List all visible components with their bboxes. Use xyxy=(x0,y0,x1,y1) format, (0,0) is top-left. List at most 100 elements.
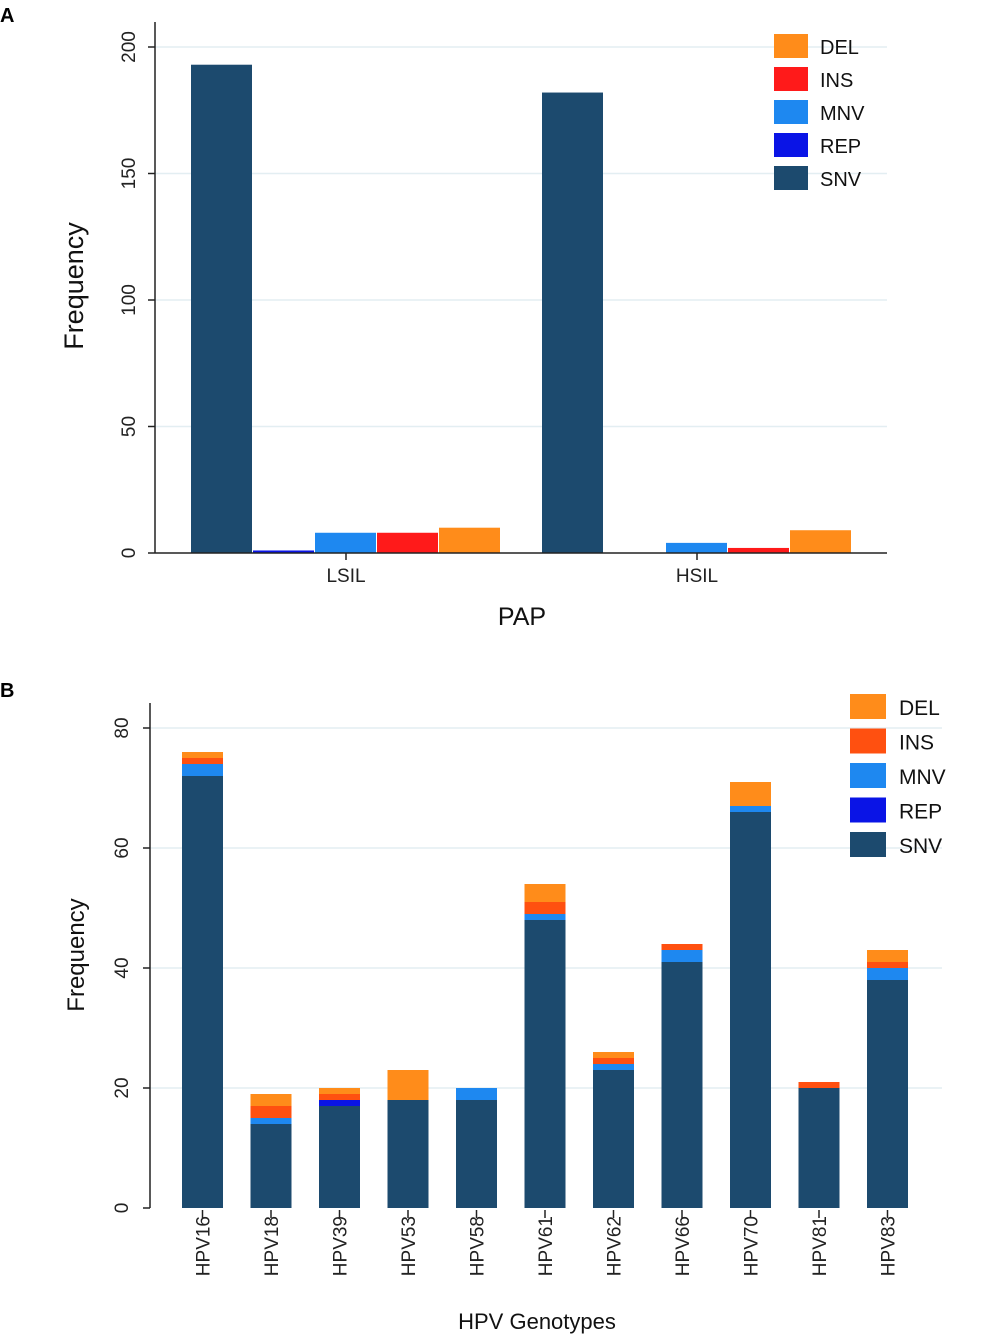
bar-mnv-hpv70 xyxy=(730,806,771,812)
bar-mnv-hpv16 xyxy=(182,764,223,776)
legend-swatch-mnv xyxy=(774,100,808,124)
bar-rep-hpv39 xyxy=(319,1100,360,1106)
bar-snv-hpv16 xyxy=(182,776,223,1208)
bars xyxy=(191,64,851,554)
x-tick-label: HPV39 xyxy=(331,1216,352,1276)
bar-ins-hpv18 xyxy=(250,1106,292,1118)
legend-swatch-ins xyxy=(774,67,808,91)
legend-label-ins: INS xyxy=(899,732,934,755)
chart-panel-a: A 0 50 100 150 200 LSIL HSIL Frequency PAP DE… xyxy=(0,5,887,631)
bar-ins-hpv61 xyxy=(524,902,566,914)
legend-label-snv: SNV xyxy=(899,835,942,858)
x-tick-label: HPV66 xyxy=(673,1216,694,1276)
bar-del-hpv83 xyxy=(867,950,908,962)
legend-swatch-snv xyxy=(850,832,886,857)
bar-mnv-hpv62 xyxy=(593,1064,634,1070)
axes xyxy=(154,22,887,554)
y-tick-label: 0 xyxy=(112,1203,133,1214)
x-axis-title: HPV Genotypes xyxy=(458,1309,616,1334)
legend-swatch-rep xyxy=(774,133,808,157)
bar-snv-lsil xyxy=(191,64,252,554)
bar-ins-hpv16 xyxy=(182,758,223,764)
legend-label-mnv: MNV xyxy=(899,766,946,789)
bar-del-hpv18 xyxy=(250,1094,292,1106)
legend-swatch-mnv xyxy=(850,763,886,788)
x-tick-label: HPV70 xyxy=(742,1216,763,1276)
bar-del-hpv62 xyxy=(593,1052,634,1058)
legend-label-snv: SNV xyxy=(820,169,862,191)
y-tick-label: 100 xyxy=(119,284,140,316)
bar-snv-hpv66 xyxy=(661,962,703,1208)
bar-snv-hpv62 xyxy=(593,1070,634,1208)
x-tick-label: HPV18 xyxy=(262,1216,283,1276)
x-tick-label: HPV58 xyxy=(468,1216,489,1276)
bar-mnv-hpv58 xyxy=(456,1088,497,1100)
x-tick-label: LSIL xyxy=(326,566,365,587)
bar-rep-lsil xyxy=(253,550,314,553)
bar-del-hpv53 xyxy=(387,1070,429,1100)
bar-del-hpv70 xyxy=(730,782,771,806)
y-tick-label: 60 xyxy=(112,837,133,858)
bar-snv-hsil xyxy=(542,92,603,553)
bar-mnv-lsil xyxy=(315,532,376,553)
bar-del-hpv16 xyxy=(182,752,223,758)
x-tick-label: HPV81 xyxy=(810,1216,831,1276)
y-axis-title: Frequency xyxy=(59,222,89,350)
bar-ins-hpv66 xyxy=(661,944,703,950)
legend-label-del: DEL xyxy=(820,37,859,59)
bar-snv-hpv39 xyxy=(319,1106,360,1208)
panel-label-a: A xyxy=(0,5,14,27)
bar-ins-lsil xyxy=(377,532,438,553)
bar-ins-hpv62 xyxy=(593,1058,634,1064)
panel-label-b: B xyxy=(0,680,14,702)
bar-del-hsil xyxy=(790,530,851,553)
bar-mnv-hpv18 xyxy=(250,1118,292,1124)
y-tick-label: 200 xyxy=(119,31,140,63)
bar-del-hpv39 xyxy=(319,1088,360,1094)
legend-swatch-snv xyxy=(774,166,808,190)
legend-label-del: DEL xyxy=(899,697,940,720)
bar-snv-hpv81 xyxy=(798,1088,840,1208)
y-tick-label: 50 xyxy=(119,416,140,437)
bar-snv-hpv83 xyxy=(867,980,908,1208)
bar-snv-hpv18 xyxy=(250,1124,292,1208)
bar-snv-hpv58 xyxy=(456,1100,497,1208)
bar-mnv-hpv61 xyxy=(524,914,566,920)
bar-snv-hpv70 xyxy=(730,812,771,1208)
bar-snv-hpv61 xyxy=(524,920,566,1208)
legend-label-rep: REP xyxy=(820,136,861,158)
legend-label-ins: INS xyxy=(820,70,853,92)
y-tick-label: 0 xyxy=(119,548,140,559)
x-tick-label: HPV61 xyxy=(536,1216,557,1276)
x-ticks: LSIL HSIL xyxy=(326,553,718,587)
y-tick-label: 40 xyxy=(112,957,133,978)
x-tick-label: HSIL xyxy=(676,566,718,587)
legend-swatch-rep xyxy=(850,797,886,823)
bar-mnv-hsil xyxy=(666,542,727,553)
legend-label-rep: REP xyxy=(899,801,942,824)
bar-ins-hsil xyxy=(728,547,789,553)
bars xyxy=(182,752,908,1208)
bar-del-hpv61 xyxy=(524,884,566,902)
y-ticks: 0 50 100 150 200 xyxy=(119,31,155,558)
grid-lines xyxy=(155,46,887,428)
x-axis-title: PAP xyxy=(498,603,546,631)
legend-label-mnv: MNV xyxy=(820,103,865,125)
x-ticks: HPV16 HPV18 HPV39 HPV53 HPV58 HPV61 HPV62 HPV66… xyxy=(194,1210,900,1276)
legend-swatch-ins xyxy=(850,728,886,754)
bar-ins-hpv83 xyxy=(867,962,908,968)
x-tick-label: HPV53 xyxy=(399,1216,420,1276)
y-axis-title: Frequency xyxy=(63,898,90,1011)
legend-swatch-del xyxy=(774,34,808,58)
bar-ins-hpv39 xyxy=(319,1094,360,1100)
bar-snv-hpv53 xyxy=(387,1100,429,1208)
bar-mnv-hpv66 xyxy=(661,950,703,962)
bar-del-lsil xyxy=(439,527,500,553)
y-tick-label: 20 xyxy=(112,1077,133,1098)
y-ticks: 0 20 40 60 80 xyxy=(112,717,150,1213)
bar-mnv-hpv83 xyxy=(867,968,908,980)
y-tick-label: 80 xyxy=(112,717,133,738)
x-tick-label: HPV83 xyxy=(879,1216,900,1276)
